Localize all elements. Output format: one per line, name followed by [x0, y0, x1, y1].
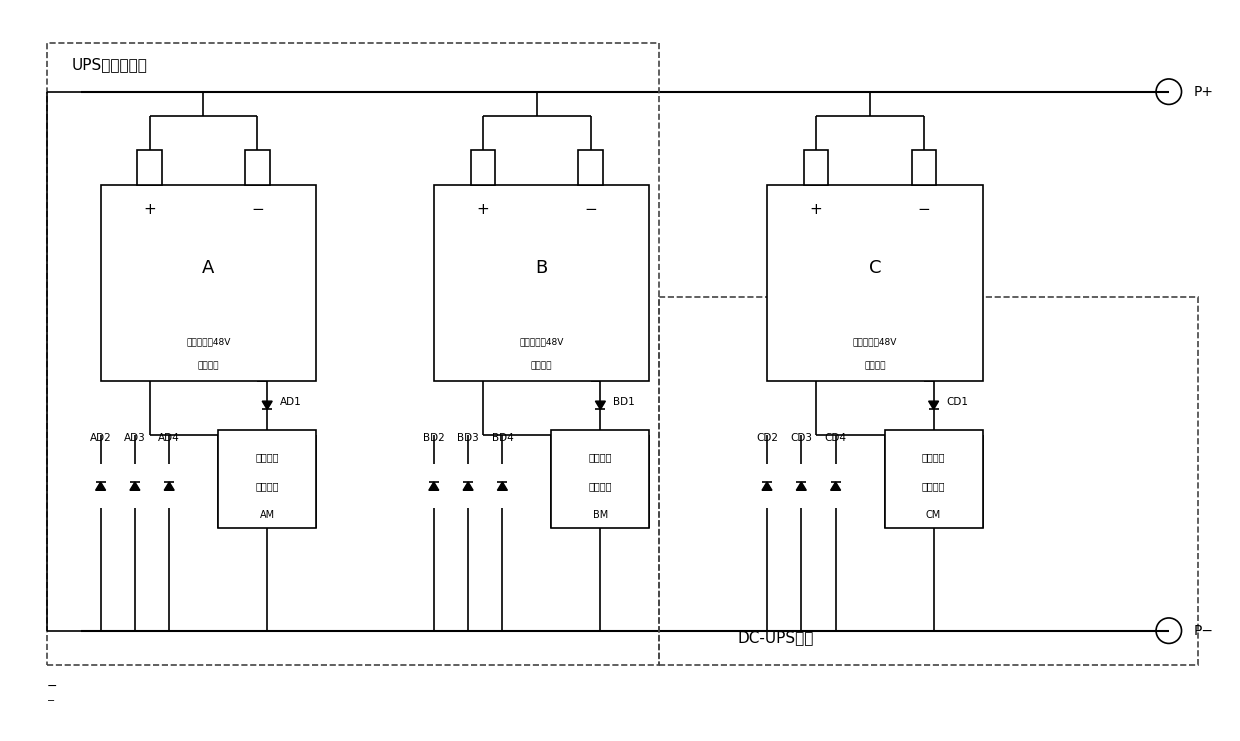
Bar [47, 43, 660, 665]
Text: CD2: CD2 [756, 433, 777, 442]
Bar [578, 150, 603, 185]
Text: +: + [810, 202, 822, 217]
Text: 充电模块: 充电模块 [589, 482, 613, 491]
Text: AD3: AD3 [124, 433, 146, 442]
Text: +: + [144, 202, 156, 217]
Text: AD2: AD2 [89, 433, 112, 442]
Polygon shape [929, 401, 939, 410]
Text: −: − [47, 679, 57, 693]
Bar [218, 430, 316, 528]
Text: AM: AM [259, 510, 275, 520]
Bar [884, 430, 982, 528]
Text: 充电模块: 充电模块 [921, 482, 945, 491]
Polygon shape [95, 482, 105, 491]
Text: CD1: CD1 [946, 397, 968, 408]
Bar [138, 150, 162, 185]
Polygon shape [595, 401, 605, 410]
Text: +: + [476, 202, 489, 217]
Bar [804, 150, 828, 185]
Bar [552, 430, 650, 528]
Text: P+: P+ [1193, 84, 1213, 99]
Text: BD1: BD1 [613, 397, 635, 408]
Text: 锦电池组: 锦电池组 [531, 362, 552, 370]
Text: BD3: BD3 [458, 433, 479, 442]
Polygon shape [763, 482, 773, 491]
Text: BD2: BD2 [423, 433, 445, 442]
Text: 锦电池组: 锦电池组 [864, 362, 885, 370]
Text: AD1: AD1 [280, 397, 301, 408]
Text: 充电模块: 充电模块 [255, 482, 279, 491]
Text: −: − [918, 202, 930, 217]
Text: CD4: CD4 [825, 433, 847, 442]
Text: −: − [47, 697, 55, 706]
Text: 等压恒流: 等压恒流 [589, 452, 613, 462]
Polygon shape [831, 482, 841, 491]
Text: CD3: CD3 [790, 433, 812, 442]
Bar [100, 185, 316, 381]
Text: −: − [250, 202, 264, 217]
Text: 锦电池组: 锦电池组 [197, 362, 219, 370]
Polygon shape [429, 482, 439, 491]
Text: UPS电池组模块: UPS电池组模块 [71, 57, 148, 73]
Bar [768, 185, 982, 381]
Text: 等压恒流: 等压恒流 [921, 452, 945, 462]
Text: 带保护电路48V: 带保护电路48V [186, 337, 231, 346]
Bar [246, 150, 269, 185]
Text: BD4: BD4 [491, 433, 513, 442]
Text: CM: CM [926, 510, 941, 520]
Text: A: A [202, 259, 215, 277]
Bar [470, 150, 495, 185]
Text: −: − [584, 202, 596, 217]
Bar [434, 185, 650, 381]
Polygon shape [130, 482, 140, 491]
Text: B: B [536, 259, 548, 277]
Bar [911, 150, 936, 185]
Polygon shape [497, 482, 507, 491]
Text: C: C [868, 259, 882, 277]
Polygon shape [796, 482, 806, 491]
Polygon shape [164, 482, 174, 491]
Text: BM: BM [593, 510, 608, 520]
Text: P−: P− [1193, 624, 1213, 638]
Text: AD4: AD4 [159, 433, 180, 442]
Polygon shape [463, 482, 474, 491]
Bar [660, 297, 1198, 665]
Text: DC-UPS模块: DC-UPS模块 [738, 631, 813, 645]
Text: 带保护电路48V: 带保护电路48V [853, 337, 897, 346]
Text: 等压恒流: 等压恒流 [255, 452, 279, 462]
Polygon shape [262, 401, 273, 410]
Text: 带保护电路48V: 带保护电路48V [520, 337, 564, 346]
